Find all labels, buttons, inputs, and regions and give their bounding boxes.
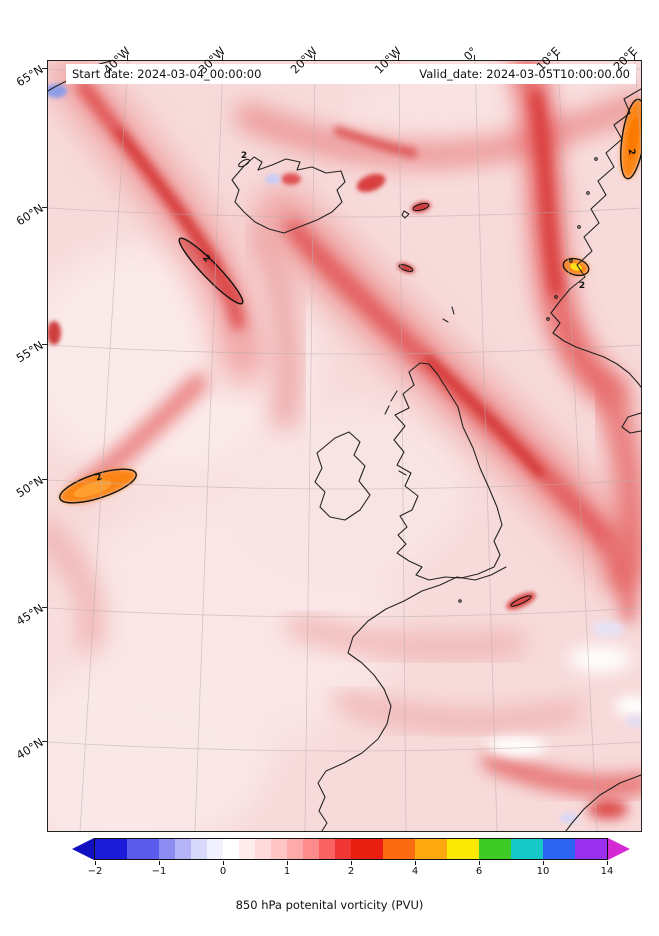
map-svg (48, 61, 641, 831)
colorbar-tick-label: 0 (219, 866, 227, 877)
colorbar-tick-label: −2 (87, 866, 103, 877)
x-tick (634, 55, 635, 60)
colorbar-tick (479, 861, 480, 865)
x-tick (474, 55, 475, 60)
y-tick (42, 207, 47, 208)
x-tick (314, 55, 315, 60)
colorbar-cell (383, 839, 415, 859)
y-tick-label: 65°N (13, 62, 46, 90)
y-tick (42, 607, 47, 608)
colorbar-cell (511, 839, 543, 859)
y-tick (42, 741, 47, 742)
colorbar-cell (543, 839, 575, 859)
date-strip: Start date: 2024-03-04_00:00:00 Valid_da… (66, 64, 636, 84)
colorbar-cell (271, 839, 287, 859)
colorbar-tick-label: 6 (475, 866, 483, 877)
colorbar-cell (575, 839, 607, 859)
y-tick-label: 45°N (13, 601, 46, 629)
colorbar-tick-label: −1 (151, 866, 167, 877)
colorbar-cell (239, 839, 255, 859)
colorbar-tick (159, 861, 160, 865)
colorbar-tick-label: 1 (283, 866, 291, 877)
colorbar-tick (287, 861, 288, 865)
colorbar-tick (415, 861, 416, 865)
colorbar-tick (607, 861, 608, 865)
colorbar-right-arrow (608, 838, 630, 860)
y-tick-label: 40°N (13, 735, 46, 763)
contour-2pvu-features (59, 98, 641, 607)
y-tick (42, 68, 47, 69)
pv-field (48, 61, 641, 831)
colorbar-cell (191, 839, 207, 859)
colorbar-tick (351, 861, 352, 865)
colorbar-tick-label: 10 (536, 866, 550, 877)
colorbar-tick (95, 861, 96, 865)
colorbar-cell (303, 839, 319, 859)
start-date-label: Start date: 2024-03-04_00:00:00 (72, 67, 262, 81)
y-tick (42, 479, 47, 480)
x-tick (557, 55, 558, 60)
colorbar-tick-label: 14 (600, 866, 614, 877)
colorbar-caption: 850 hPa potenital vorticity (PVU) (235, 898, 424, 912)
coastlines (48, 61, 641, 831)
colorbar-cell (287, 839, 303, 859)
x-tick (398, 55, 399, 60)
colorbar-cell (127, 839, 159, 859)
colorbar-cell (175, 839, 191, 859)
colorbar-cell (351, 839, 383, 859)
colorbar-cell (319, 839, 335, 859)
colorbar-cell (415, 839, 447, 859)
colorbar-cell (207, 839, 223, 859)
graticule (48, 61, 641, 831)
x-tick (222, 55, 223, 60)
x-tick (127, 55, 128, 60)
colorbar-tick-label: 2 (347, 866, 355, 877)
colorbar-cell (95, 839, 127, 859)
colorbar-left-arrow (72, 838, 94, 860)
colorbar-cell (255, 839, 271, 859)
colorbar-cells (94, 838, 608, 860)
y-tick (42, 344, 47, 345)
colorbar-tick-label: 4 (411, 866, 419, 877)
y-tick-label: 55°N (13, 338, 46, 366)
colorbar-tick (223, 861, 224, 865)
colorbar-cell (447, 839, 479, 859)
colorbar-cell (223, 839, 239, 859)
colorbar-cell (159, 839, 175, 859)
valid-date-label: Valid_date: 2024-03-05T10:00:00.00 (419, 67, 630, 81)
map: Start date: 2024-03-04_00:00:00 Valid_da… (47, 60, 642, 832)
colorbar-cell (335, 839, 351, 859)
y-tick-label: 60°N (13, 201, 46, 229)
colorbar-cell (479, 839, 511, 859)
y-tick-label: 50°N (13, 473, 46, 501)
colorbar (72, 838, 630, 860)
colorbar-tick (543, 861, 544, 865)
